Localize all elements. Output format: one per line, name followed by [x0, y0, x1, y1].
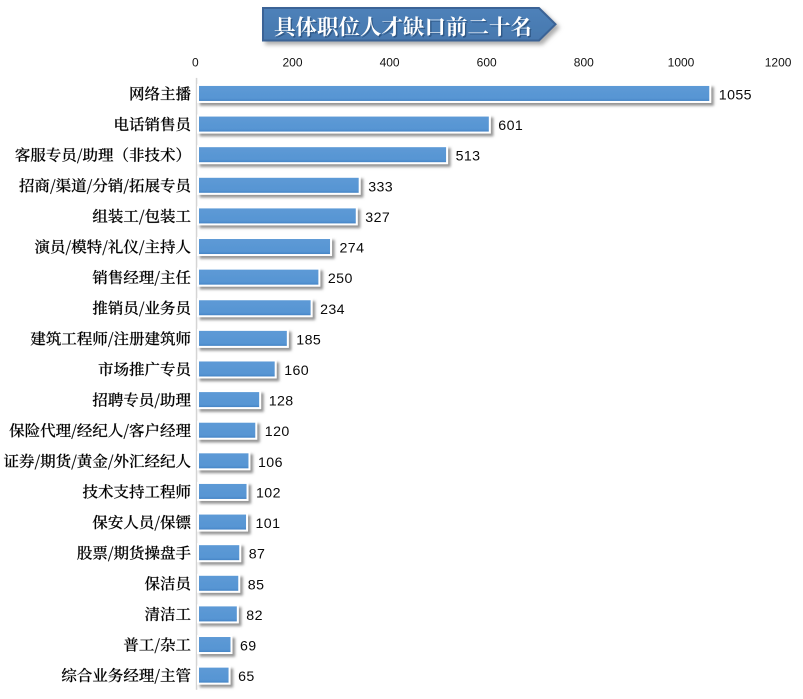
svg-text:1000: 1000 — [668, 56, 695, 70]
svg-text:400: 400 — [380, 56, 400, 70]
svg-text:327: 327 — [365, 210, 390, 226]
svg-text:69: 69 — [240, 639, 257, 655]
svg-text:101: 101 — [256, 516, 281, 532]
svg-text:1055: 1055 — [719, 87, 752, 103]
svg-text:128: 128 — [269, 394, 294, 410]
svg-text:65: 65 — [238, 669, 255, 685]
svg-text:513: 513 — [456, 149, 481, 165]
svg-text:200: 200 — [282, 56, 302, 70]
svg-text:800: 800 — [574, 56, 594, 70]
svg-text:120: 120 — [265, 424, 290, 440]
svg-text:82: 82 — [246, 608, 263, 624]
svg-text:85: 85 — [248, 577, 265, 593]
svg-text:0: 0 — [192, 56, 199, 70]
svg-text:1200: 1200 — [765, 56, 792, 70]
svg-text:102: 102 — [256, 485, 281, 501]
svg-text:600: 600 — [477, 56, 497, 70]
svg-text:250: 250 — [328, 271, 353, 287]
svg-text:234: 234 — [320, 302, 345, 318]
svg-text:106: 106 — [258, 455, 283, 471]
svg-text:185: 185 — [296, 332, 321, 348]
svg-text:333: 333 — [368, 179, 393, 195]
svg-text:160: 160 — [284, 363, 309, 379]
svg-text:87: 87 — [249, 547, 266, 563]
svg-text:601: 601 — [498, 118, 523, 134]
svg-text:274: 274 — [340, 241, 365, 257]
